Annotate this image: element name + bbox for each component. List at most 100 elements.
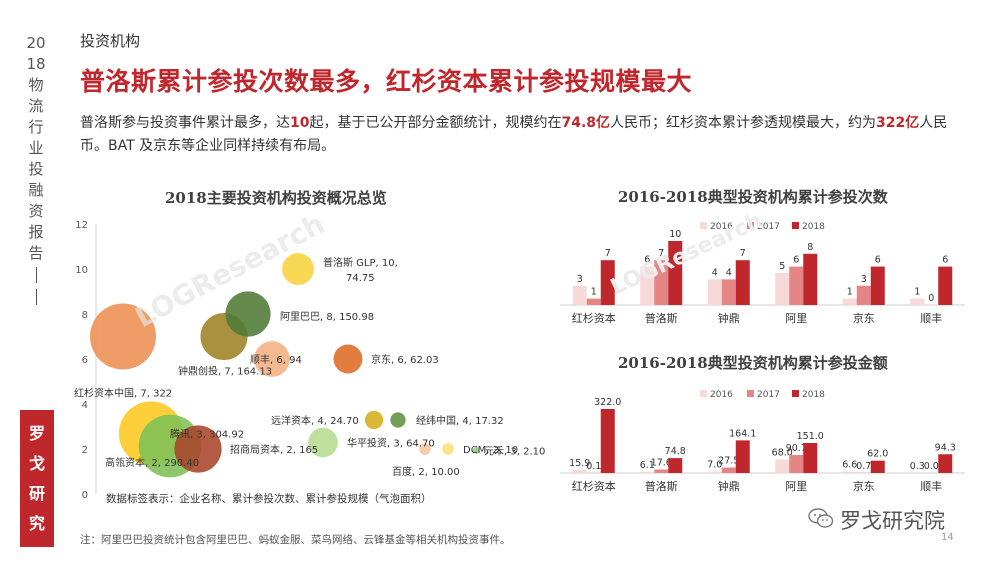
bubble-label: 钟鼎创投, 7, 164.13 bbox=[178, 365, 272, 378]
bar-钟鼎-2018 bbox=[735, 440, 750, 473]
bar-value-label: 4 bbox=[712, 267, 718, 278]
bubble-chart-title: 2018主要投资机构投资概况总览 bbox=[165, 189, 387, 207]
sidebar-divider bbox=[35, 289, 37, 305]
bar-阿里-2018 bbox=[803, 442, 818, 473]
bar-value-label: 3 bbox=[861, 274, 867, 285]
wechat-label: 罗戈研究院 bbox=[840, 509, 945, 533]
bar-value-label: 7.0 bbox=[707, 460, 722, 471]
y-tick-label: 6 bbox=[82, 355, 88, 366]
bubble-chart-note: 数据标签表示：企业名称、累计参投次数、累计参投规模（气泡面积） bbox=[106, 492, 432, 505]
bar-value-label: 6.1 bbox=[640, 460, 655, 471]
bar-普洛斯-2017 bbox=[654, 260, 669, 305]
sidebar-char: 18 bbox=[26, 55, 46, 73]
intro-paragraph: 普洛斯参与投资事件累计最多，达10起，基于已公开部分金额统计，规模约在74.8亿… bbox=[80, 112, 960, 158]
x-category-label: 红杉资本 bbox=[572, 479, 616, 493]
x-category-label: 阿里 bbox=[785, 312, 807, 325]
sidebar-char: 流 bbox=[28, 97, 44, 115]
bar-value-label: 15.9 bbox=[569, 458, 590, 469]
bar-value-label: 6 bbox=[644, 255, 650, 266]
intro-text-2: 起，基于已公开部分金额统计，规模约在 bbox=[309, 115, 562, 131]
legend-swatch-2017 bbox=[747, 222, 754, 229]
bar-京东-2016 bbox=[842, 471, 857, 473]
bar-value-label: 4 bbox=[726, 267, 732, 278]
bar-value-label: 7 bbox=[605, 248, 611, 259]
bar-value-label: 151.0 bbox=[797, 431, 824, 442]
bar-红杉资本-2018 bbox=[600, 260, 615, 305]
bubble-label: 腾讯, 3, 304.92 bbox=[170, 428, 244, 441]
bar-普洛斯-2016 bbox=[640, 471, 655, 473]
bar-value-label: 7 bbox=[658, 248, 664, 259]
intro-value-sequoia: 322亿 bbox=[876, 115, 920, 131]
bar-顺丰-2018 bbox=[938, 454, 953, 473]
badge-char: 戈 bbox=[28, 453, 45, 473]
bar-顺丰-2016 bbox=[910, 298, 925, 305]
bar-钟鼎-2018 bbox=[735, 260, 750, 305]
bar-普洛斯-2016 bbox=[640, 266, 655, 305]
wechat-icon bbox=[808, 507, 834, 533]
sidebar-char: 资 bbox=[28, 202, 44, 220]
bubble-chart: 0 2 4 6 8 10 12 普洛斯 GLP, 10, 74.75 阿里巴巴, 8, 150.9… bbox=[74, 210, 545, 505]
bar-value-label: 0.7 bbox=[856, 461, 871, 472]
bar-value-label: 90.7 bbox=[786, 443, 807, 454]
intro-text-3: 人民币；红杉资本累计参透规模最大，约为 bbox=[610, 115, 877, 131]
bubble-京东 bbox=[333, 344, 363, 374]
bar-京东-2018 bbox=[870, 460, 885, 473]
intro-value-count: 10 bbox=[290, 115, 310, 131]
legend-swatch-2016 bbox=[700, 222, 707, 229]
y-tick-label: 2 bbox=[82, 445, 88, 456]
bar-红杉资本-2017 bbox=[586, 298, 601, 305]
y-tick-label: 0 bbox=[82, 490, 88, 501]
bar-value-label: 1 bbox=[847, 287, 853, 298]
bar-钟鼎-2016 bbox=[707, 279, 722, 305]
bubble-红杉资本中国 bbox=[90, 303, 156, 370]
bar-value-label: 1 bbox=[591, 287, 597, 298]
count-chart-title: 2016-2018典型投资机构累计参投次数 bbox=[618, 188, 888, 206]
bar-钟鼎-2016 bbox=[707, 471, 722, 473]
x-category-label: 红杉资本 bbox=[572, 311, 616, 325]
legend-swatch-2018 bbox=[792, 390, 799, 397]
bar-红杉资本-2018 bbox=[600, 409, 615, 473]
sidebar-char: 报 bbox=[28, 223, 44, 241]
bar-阿里-2017 bbox=[789, 454, 804, 473]
section-label: 投资机构 bbox=[80, 32, 141, 50]
bubble-远洋资本 bbox=[364, 410, 384, 430]
sidebar-char: 物 bbox=[28, 76, 44, 94]
bubble-DCM bbox=[442, 443, 454, 455]
bubble-label: 红杉资本中国, 7, 322 bbox=[74, 387, 172, 400]
bubble-label: 高瓴资本, 2, 290.40 bbox=[105, 456, 199, 469]
bubble-label-line2: 74.75 bbox=[346, 273, 375, 284]
wechat-brand: 罗戈研究院 bbox=[808, 505, 945, 535]
badge-char: 研 bbox=[28, 483, 45, 503]
intro-value-glp: 74.8亿 bbox=[561, 115, 611, 131]
bubble-百度 bbox=[419, 443, 431, 455]
bar-value-label: 5 bbox=[779, 261, 785, 272]
y-tick-label: 4 bbox=[82, 400, 88, 411]
bubble-顺丰 bbox=[254, 341, 290, 377]
bar-阿里-2018 bbox=[803, 253, 818, 305]
legend-swatch-2016 bbox=[700, 390, 707, 397]
bar-value-label: 6 bbox=[793, 255, 799, 266]
bar-京东-2018 bbox=[870, 266, 885, 305]
bar-value-label: 27.5 bbox=[718, 456, 739, 467]
y-tick-label: 8 bbox=[82, 310, 88, 321]
bar-普洛斯-2017 bbox=[654, 469, 669, 473]
bar-value-label: 6 bbox=[942, 255, 948, 266]
bubble-label: 招商局资本, 2, 165 bbox=[230, 443, 318, 456]
bubble-label: DCM, 2, 10 bbox=[463, 445, 518, 456]
bar-value-label: 6 bbox=[875, 255, 881, 266]
bar-value-label: 74.8 bbox=[665, 446, 686, 457]
bubble-label: 远洋资本, 4, 24.70 bbox=[271, 414, 359, 427]
sidebar-char: 投 bbox=[28, 160, 44, 178]
bar-value-label: 0 bbox=[928, 293, 934, 304]
bubble-经纬中国 bbox=[390, 412, 406, 428]
bar-阿里-2016 bbox=[775, 273, 790, 305]
bar-value-label: 6.6 bbox=[842, 460, 857, 471]
legend-label: 2018 bbox=[802, 390, 825, 400]
x-category-label: 阿里 bbox=[785, 480, 807, 493]
bar-value-label: 0.0 bbox=[924, 461, 939, 472]
bar-阿里-2017 bbox=[789, 266, 804, 305]
bubble-label: 华平投资, 3, 64.70 bbox=[347, 437, 435, 450]
legend-label: 2017 bbox=[757, 222, 780, 232]
x-category-label: 顺丰 bbox=[920, 480, 942, 493]
